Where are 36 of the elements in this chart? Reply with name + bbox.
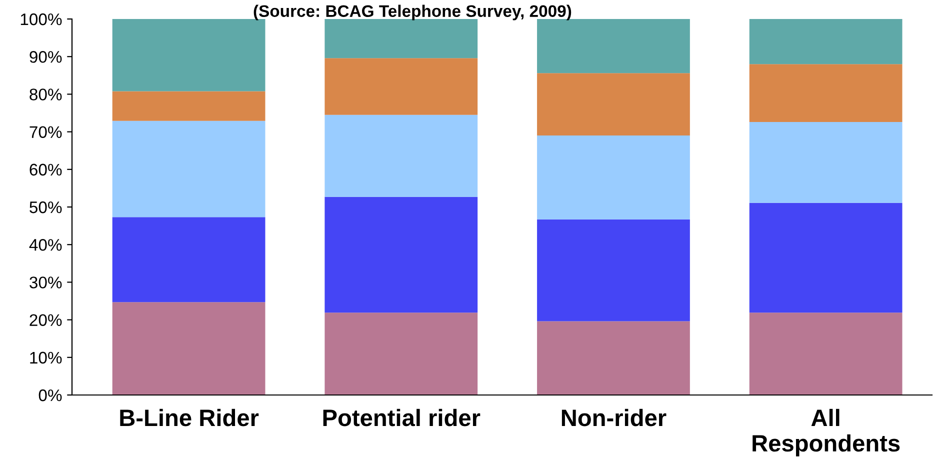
y-tick-label: 70% (30, 126, 62, 138)
y-tick-label: 0% (38, 389, 62, 402)
x-tick-label: B-Line Rider (120, 408, 259, 426)
chart-subtitle: (Source: BCAG Telephone Survey, 2009) (254, 4, 572, 20)
bar (749, 19, 902, 64)
bar (537, 136, 690, 220)
y-tick-label: 40% (29, 239, 62, 251)
bar (112, 302, 266, 395)
bar (537, 321, 690, 395)
bar (537, 73, 690, 136)
y-tick-label: 30% (30, 276, 62, 288)
y-tick-label: 20% (30, 314, 62, 326)
bar (537, 19, 690, 74)
x-tick-label: All Respondents (752, 408, 900, 456)
y-tick-label: 50% (30, 201, 62, 214)
bar (537, 219, 690, 322)
bar (749, 122, 902, 203)
bar (324, 196, 478, 313)
bar (112, 217, 266, 302)
bar (749, 202, 902, 313)
y-tick-label: 100% (20, 13, 62, 26)
bar (749, 64, 902, 122)
bar (749, 312, 902, 395)
bar (112, 91, 266, 121)
y-tick-label: 10% (30, 352, 62, 364)
bar (324, 312, 478, 395)
bar (324, 114, 478, 197)
y-tick-label: 60% (30, 164, 62, 176)
bar (324, 19, 478, 58)
x-tick-label: Non-rider (562, 408, 666, 426)
y-tick-label: 90% (30, 51, 62, 63)
y-tick-label: 80% (30, 88, 62, 100)
bar (112, 19, 266, 92)
bar (112, 120, 266, 218)
x-tick-label: Potential rider (323, 408, 480, 426)
bar (324, 58, 478, 115)
